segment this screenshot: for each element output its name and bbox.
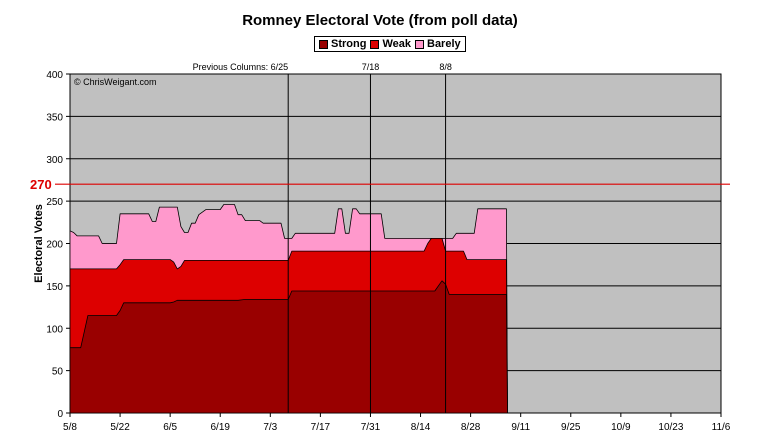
marker-label: 7/18 (362, 62, 380, 72)
y-tick-label: 200 (46, 240, 63, 251)
x-tick-label: 10/9 (611, 422, 631, 433)
x-tick-label: 6/5 (163, 422, 177, 433)
y-axis-label: Electoral Votes (33, 204, 45, 283)
x-tick-label: 10/23 (658, 422, 683, 433)
marker-label: 8/8 (439, 62, 452, 72)
chart-title: Romney Electoral Vote (from poll data) (242, 12, 518, 29)
y-tick-label: 0 (57, 409, 63, 420)
legend-swatch-weak (370, 39, 380, 49)
x-tick-label: 9/25 (561, 422, 581, 433)
x-tick-label: 7/31 (361, 422, 381, 433)
marker-label: Previous Columns: 6/25 (193, 62, 289, 72)
y-tick-label: 50 (52, 367, 64, 378)
y-tick-label: 250 (46, 197, 63, 208)
x-tick-label: 7/3 (263, 422, 277, 433)
legend-swatch-strong (319, 39, 328, 49)
y-tick-label: 400 (46, 70, 63, 81)
y-tick-label: 300 (46, 155, 63, 166)
legend-label-strong: Strong (331, 38, 367, 50)
x-tick-label: 9/11 (511, 422, 530, 433)
y-tick-label: 150 (46, 282, 63, 293)
x-tick-label: 5/22 (110, 422, 130, 433)
x-tick-label: 5/8 (63, 422, 77, 433)
legend-item-weak: Weak (370, 38, 411, 50)
watermark: © ChrisWeigant.com (74, 77, 157, 87)
legend-swatch-barely (415, 39, 424, 49)
legend-item-barely: Barely (415, 38, 461, 50)
threshold-label: 270 (30, 177, 52, 192)
x-tick-label: 6/19 (210, 422, 230, 433)
legend-item-strong: Strong (319, 38, 366, 50)
legend-label-barely: Barely (427, 38, 461, 50)
legend: Strong Weak Barely (314, 36, 466, 52)
x-tick-label: 8/28 (461, 422, 481, 433)
y-tick-label: 350 (46, 112, 63, 123)
x-tick-label: 8/14 (411, 422, 431, 433)
x-tick-label: 11/6 (712, 422, 731, 433)
y-tick-label: 100 (46, 324, 63, 335)
x-tick-label: 7/17 (311, 422, 331, 433)
legend-label-weak: Weak (382, 38, 411, 50)
